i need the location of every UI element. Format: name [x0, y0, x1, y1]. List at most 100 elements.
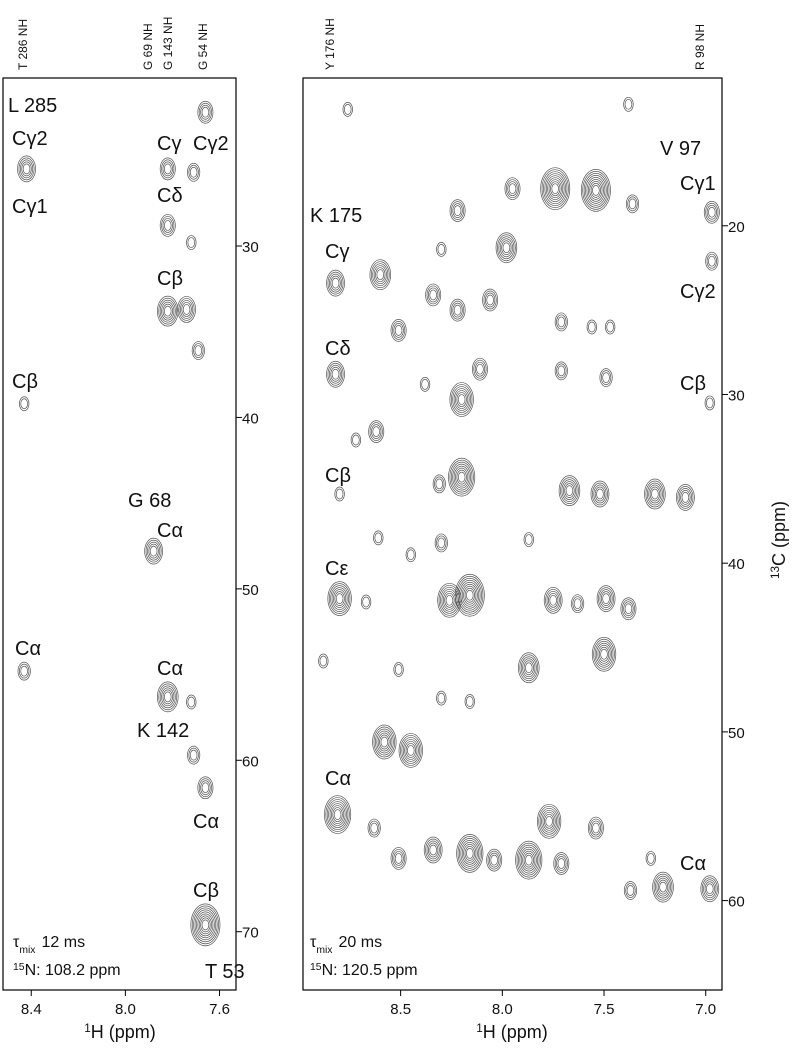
- contour-line: [538, 805, 560, 837]
- contour-line: [677, 486, 694, 509]
- contour-line: [520, 848, 537, 872]
- contour-line: [327, 581, 352, 616]
- peak: [554, 361, 568, 381]
- contour-line: [149, 545, 158, 557]
- mixing-time-part: mix: [316, 945, 333, 956]
- contour-line: [440, 586, 459, 614]
- contour-line: [17, 661, 31, 681]
- peak-annotation: L 285: [8, 95, 57, 117]
- contour-line: [706, 253, 717, 269]
- peak-annotation: Cα: [15, 638, 41, 660]
- contour-line: [486, 848, 503, 872]
- contour-line: [380, 736, 389, 748]
- contour-line: [407, 745, 415, 756]
- contour-line: [159, 214, 176, 237]
- contour-line: [593, 484, 607, 504]
- contour-line: [525, 534, 533, 545]
- contour-line: [624, 98, 633, 110]
- contour-line: [489, 852, 500, 868]
- contour-line: [681, 492, 690, 503]
- top-label: Y 176 NH: [323, 18, 337, 70]
- peak: [700, 875, 720, 903]
- contour-line: [158, 297, 178, 325]
- contour-line: [377, 732, 391, 752]
- contour-line: [452, 463, 472, 491]
- contour-line: [432, 474, 446, 494]
- contour-line: [544, 173, 566, 205]
- contour-line: [197, 776, 214, 800]
- contour-line: [392, 321, 406, 340]
- mixing-time: τmix 20 ms: [310, 934, 382, 956]
- contour-line: [333, 589, 347, 608]
- x-axis-label-part: 1: [84, 1022, 91, 1035]
- contour-line: [162, 161, 173, 177]
- contour-line: [539, 807, 559, 835]
- peak: [590, 480, 610, 508]
- contour-line: [444, 592, 455, 608]
- peak-annotation: Cβ: [12, 371, 38, 393]
- contour-line: [483, 290, 497, 310]
- contour-line: [498, 236, 515, 260]
- contour-line: [589, 181, 603, 200]
- contour-line: [162, 689, 173, 705]
- contour-line: [543, 586, 563, 614]
- contour-line: [163, 220, 172, 231]
- contour-line: [556, 314, 567, 330]
- contour-line: [582, 171, 610, 210]
- peak: [156, 681, 179, 713]
- contour-line: [645, 480, 665, 508]
- contour-line: [564, 483, 575, 498]
- contour-line: [680, 490, 691, 505]
- contour-line: [368, 420, 385, 443]
- contour-line: [451, 201, 465, 220]
- contour-line: [626, 885, 635, 896]
- contour-line: [463, 844, 477, 863]
- contour-line: [161, 687, 175, 707]
- contour-line: [201, 919, 210, 931]
- contour-line: [464, 587, 475, 603]
- peak-annotation: Cα: [157, 658, 183, 680]
- peak: [472, 357, 488, 381]
- contour-line: [156, 681, 179, 713]
- contour-line: [554, 854, 568, 873]
- contour-line: [545, 175, 565, 203]
- peak: [540, 167, 571, 211]
- peak: [187, 745, 201, 765]
- contour-line: [606, 321, 614, 333]
- contour-line: [402, 739, 419, 762]
- contour-line: [419, 377, 431, 392]
- contour-line: [331, 587, 348, 610]
- contour-line: [434, 533, 448, 553]
- contour-line: [196, 911, 215, 939]
- contour-line: [656, 877, 670, 897]
- contour-line: [540, 167, 571, 211]
- contour-line: [334, 486, 345, 502]
- contour-line: [474, 361, 486, 377]
- peak: [625, 194, 640, 214]
- contour-line: [441, 588, 458, 612]
- contour-line: [428, 842, 439, 858]
- peak: [482, 288, 499, 312]
- peak: [186, 694, 197, 710]
- peak: [342, 102, 353, 117]
- contour-line: [428, 287, 439, 303]
- contour-line: [193, 343, 204, 358]
- peak-annotation: Cα: [157, 520, 183, 542]
- contour-line: [187, 162, 201, 182]
- contour-line: [332, 807, 343, 822]
- contour-line: [623, 96, 634, 112]
- contour-line: [335, 488, 344, 500]
- contour-line: [331, 277, 340, 289]
- contour-line: [651, 488, 659, 500]
- peak-annotation: Cγ: [325, 241, 349, 263]
- contour-line: [598, 587, 615, 610]
- contour-line: [373, 726, 396, 758]
- contour-line: [190, 903, 221, 947]
- y-tick-label: 60: [242, 753, 259, 770]
- contour-line: [515, 840, 543, 880]
- peak: [144, 537, 163, 565]
- top-label: G 143 NH: [161, 17, 175, 70]
- contour-line: [560, 477, 579, 504]
- peak: [437, 582, 462, 618]
- contour-line: [436, 535, 447, 551]
